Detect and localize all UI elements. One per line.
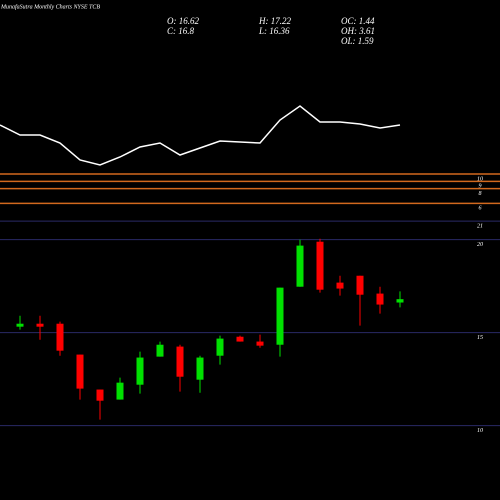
stat: O: 16.62 bbox=[167, 16, 199, 26]
stat: OH: 3.61 bbox=[341, 26, 375, 36]
y-tick-label: 15 bbox=[477, 335, 483, 341]
candle-body bbox=[76, 354, 84, 389]
stat: OL: 1.59 bbox=[341, 36, 374, 46]
candle-body bbox=[96, 389, 104, 401]
candle-body bbox=[216, 338, 224, 356]
candle-body bbox=[256, 341, 264, 346]
y2-tick-label: 9 bbox=[479, 184, 482, 190]
candle-body bbox=[36, 323, 44, 327]
y-tick-label: 10 bbox=[477, 428, 483, 434]
y-tick-label: 20 bbox=[477, 242, 483, 248]
stat: OC: 1.44 bbox=[341, 16, 375, 26]
candle-body bbox=[236, 336, 244, 342]
candle-body bbox=[316, 241, 324, 290]
candle-body bbox=[56, 323, 64, 351]
chart-title: MunafaSutra Monthly Charts NYSE TCB bbox=[0, 3, 100, 10]
y-tick-label: 21 bbox=[477, 223, 483, 229]
y2-tick-label: 8 bbox=[479, 191, 482, 197]
candle-body bbox=[376, 293, 384, 305]
candle-body bbox=[396, 299, 404, 303]
candle-body bbox=[156, 344, 164, 357]
candle-body bbox=[296, 245, 304, 287]
y2-tick-label: 10 bbox=[477, 176, 483, 182]
indicator-line bbox=[0, 105, 401, 166]
stat: L: 16.36 bbox=[258, 26, 290, 36]
stat: C: 16.8 bbox=[167, 26, 195, 36]
candle-body bbox=[336, 282, 344, 289]
candle-body bbox=[116, 382, 124, 400]
candle-body bbox=[196, 357, 204, 380]
y2-tick-label: 6 bbox=[479, 206, 482, 212]
candle-body bbox=[176, 346, 184, 377]
candle-body bbox=[276, 287, 284, 345]
candle-body bbox=[16, 323, 24, 327]
candle-body bbox=[356, 275, 364, 295]
candle-body bbox=[136, 357, 144, 385]
stat: H: 17.22 bbox=[258, 16, 291, 26]
